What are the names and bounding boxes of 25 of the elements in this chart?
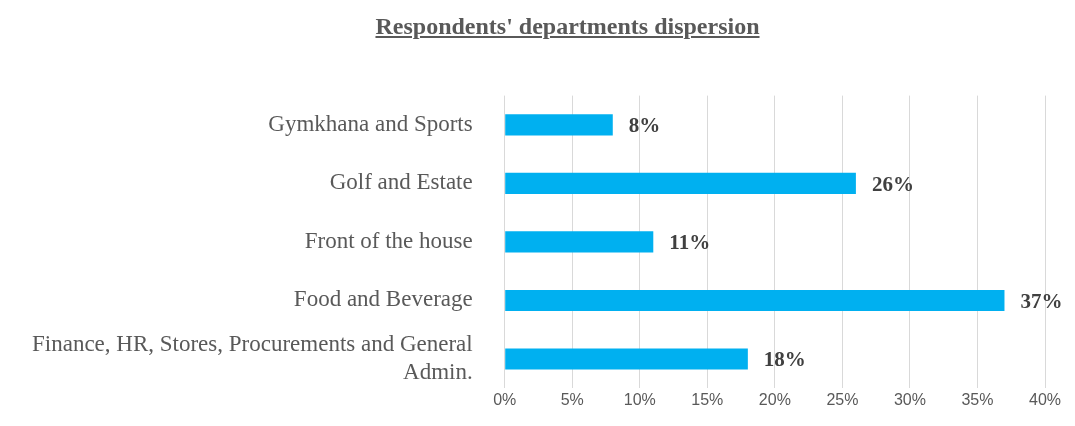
y-tick-label: Gymkhana and Sports [268,110,473,136]
x-tick-label: 30% [893,391,926,409]
y-tick-label: Golf and Estate [329,169,473,195]
data-label: 37% [1020,288,1063,313]
x-tick-label: 25% [826,391,859,409]
x-tick-label: 10% [623,391,656,409]
data-label: 11% [669,230,711,255]
x-tick-label: 35% [961,391,994,409]
data-label: 26% [871,171,914,196]
x-tick-label: 20% [758,391,791,409]
x-tick-label: 5% [560,391,584,409]
bar [505,114,613,136]
y-tick-label: Food and Beverage [293,286,473,312]
y-tick-label: Front of the house [304,227,473,253]
bar [505,231,654,253]
x-tick-label: 15% [691,391,724,409]
data-label: 18% [763,347,806,372]
bar [505,289,1005,311]
data-label: 8% [628,113,661,138]
x-tick-label: 40% [1028,391,1062,409]
chart-title: Respondents' departments dispersion [374,12,761,41]
y-tick-label: Finance, HR, Stores, Procurements and General Admin. [32,331,473,384]
x-tick-label: 0% [493,391,517,409]
bar [505,348,748,370]
bar [505,172,856,194]
